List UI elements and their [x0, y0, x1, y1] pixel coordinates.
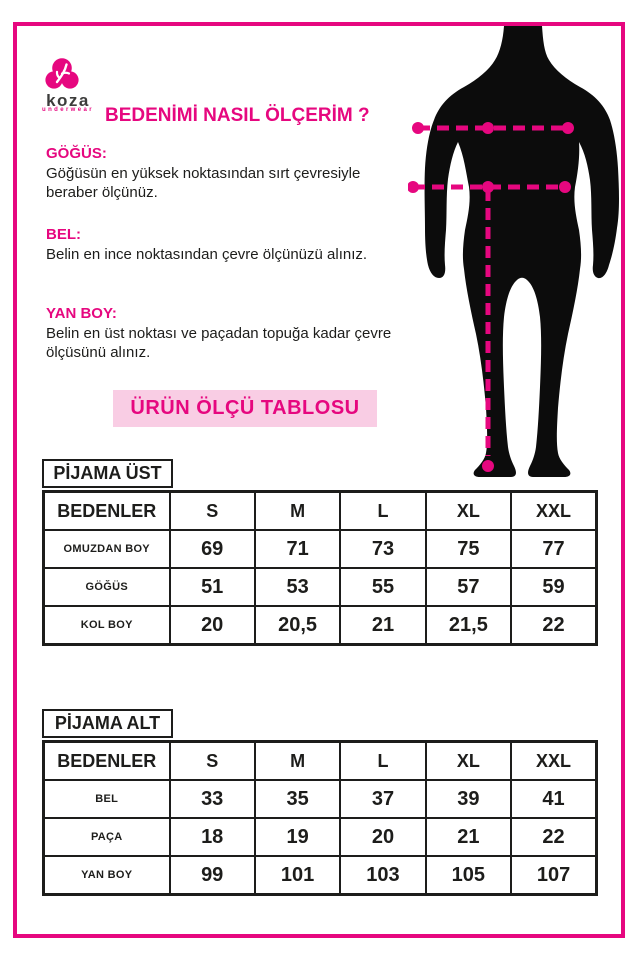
table-header-row: BEDENLER S M L XL XXL	[42, 740, 598, 781]
logo-wordmark: koza	[46, 91, 90, 110]
size-table-banner: ÜRÜN ÖLÇÜ TABLOSU	[113, 390, 377, 427]
size-header-cell: XL	[424, 740, 513, 781]
koza-cocoon-logo-icon	[45, 58, 79, 89]
size-value-cell: 105	[424, 855, 513, 896]
size-value-cell: 35	[253, 779, 342, 819]
measure-row-label: GÖĞÜS	[42, 567, 171, 607]
size-value-cell: 77	[510, 529, 598, 569]
size-header-cell: L	[339, 740, 427, 781]
size-header-cell: BEDENLER	[42, 740, 171, 781]
size-value-cell: 21	[424, 817, 513, 857]
size-header-cell: XXL	[510, 740, 598, 781]
page-title: BEDENİMİ NASIL ÖLÇERİM ?	[105, 105, 370, 126]
size-header-cell: XXL	[510, 490, 598, 531]
table-row: BEL 33 35 37 39 41	[42, 779, 598, 819]
size-header-cell: BEDENLER	[42, 490, 171, 531]
table-header-row: BEDENLER S M L XL XXL	[42, 490, 598, 531]
size-value-cell: 18	[168, 817, 256, 857]
pijama-alt-table: BEDENLER S M L XL XXL BEL 33 35 37 39 41…	[42, 740, 598, 896]
size-header-cell: S	[168, 490, 256, 531]
measure-row-label: BEL	[42, 779, 171, 819]
size-header-cell: XL	[424, 490, 513, 531]
measure-dot	[562, 122, 574, 134]
size-header-cell: L	[339, 490, 427, 531]
table-row: PAÇA 18 19 20 21 22	[42, 817, 598, 857]
size-value-cell: 20	[339, 817, 427, 857]
section-body-bel: Belin en ince noktasından çevre ölçünüzü…	[46, 246, 368, 263]
measure-dot	[482, 122, 494, 134]
table-title-pijama-alt: PİJAMA ALT	[42, 709, 173, 738]
measure-dot	[482, 460, 494, 472]
size-value-cell: 75	[424, 529, 513, 569]
section-heading-gogus: GÖĞÜS:	[46, 145, 107, 162]
measure-dot	[408, 181, 419, 193]
size-value-cell: 20	[168, 605, 256, 646]
size-value-cell: 22	[510, 817, 598, 857]
size-value-cell: 53	[253, 567, 342, 607]
size-header-cell: S	[168, 740, 256, 781]
size-value-cell: 51	[168, 567, 256, 607]
section-heading-yanboy: YAN BOY:	[46, 305, 117, 322]
pijama-ust-table: BEDENLER S M L XL XXL OMUZDAN BOY 69 71 …	[42, 490, 598, 646]
size-value-cell: 55	[339, 567, 427, 607]
body-silhouette	[424, 26, 619, 477]
size-value-cell: 21,5	[424, 605, 513, 646]
measure-row-label: KOL BOY	[42, 605, 171, 646]
size-value-cell: 71	[253, 529, 342, 569]
size-value-cell: 21	[339, 605, 427, 646]
size-value-cell: 39	[424, 779, 513, 819]
body-measurement-figure	[408, 26, 619, 477]
section-body-yanboy: Belin en üst noktası ve paçadan topuğa k…	[46, 325, 392, 361]
size-header-cell: M	[253, 490, 342, 531]
section-body-gogus: Göğüsün en yüksek noktasından sırt çevre…	[46, 165, 361, 201]
size-value-cell: 57	[424, 567, 513, 607]
table-row: KOL BOY 20 20,5 21 21,5 22	[42, 605, 598, 646]
size-value-cell: 103	[339, 855, 427, 896]
table-row: OMUZDAN BOY 69 71 73 75 77	[42, 529, 598, 569]
table-title-pijama-ust: PİJAMA ÜST	[42, 459, 173, 488]
measure-dot	[412, 122, 424, 134]
size-value-cell: 73	[339, 529, 427, 569]
size-value-cell: 59	[510, 567, 598, 607]
size-value-cell: 22	[510, 605, 598, 646]
measure-row-label: PAÇA	[42, 817, 171, 857]
measure-dot	[559, 181, 571, 193]
size-header-cell: M	[253, 740, 342, 781]
measure-row-label: OMUZDAN BOY	[42, 529, 171, 569]
logo-subtext: underwear	[42, 107, 94, 113]
size-value-cell: 107	[510, 855, 598, 896]
size-value-cell: 37	[339, 779, 427, 819]
size-value-cell: 101	[253, 855, 342, 896]
page-border-frame	[13, 22, 625, 938]
measure-row-label: YAN BOY	[42, 855, 171, 896]
size-value-cell: 41	[510, 779, 598, 819]
size-value-cell: 69	[168, 529, 256, 569]
table-row: YAN BOY 99 101 103 105 107	[42, 855, 598, 896]
size-value-cell: 20,5	[253, 605, 342, 646]
section-heading-bel: BEL:	[46, 226, 81, 243]
size-value-cell: 19	[253, 817, 342, 857]
size-value-cell: 99	[168, 855, 256, 896]
measure-dot	[482, 181, 494, 193]
table-row: GÖĞÜS 51 53 55 57 59	[42, 567, 598, 607]
size-value-cell: 33	[168, 779, 256, 819]
